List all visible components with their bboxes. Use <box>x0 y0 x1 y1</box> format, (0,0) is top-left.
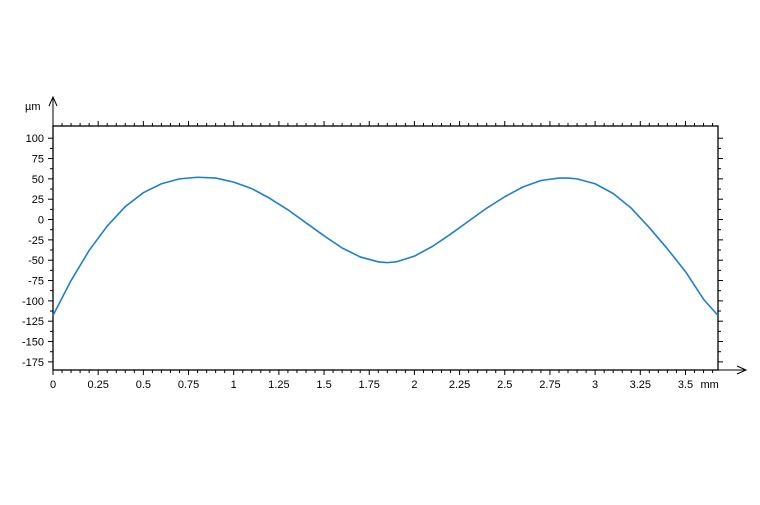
y-axis-arrow <box>48 95 58 107</box>
x-tick-label: 2.5 <box>497 379 512 391</box>
ticks-layer <box>48 121 723 375</box>
y-tick-label: -50 <box>28 255 44 267</box>
x-tick-label: 0.25 <box>87 379 108 391</box>
y-axis-unit-label: µm <box>25 101 41 113</box>
y-tick-label: 0 <box>38 215 44 227</box>
axes-layer <box>48 95 748 375</box>
x-tick-label: 2.75 <box>539 379 560 391</box>
x-tick-label: 3.25 <box>630 379 651 391</box>
x-tick-label: 3.5 <box>678 379 693 391</box>
x-tick-label: 0.5 <box>136 379 151 391</box>
x-tick-label: 1.75 <box>359 379 380 391</box>
y-tick-label: -100 <box>22 296 44 308</box>
y-tick-label: 100 <box>26 133 44 145</box>
y-tick-label: -150 <box>22 337 44 349</box>
x-tick-label: 2 <box>411 379 417 391</box>
series-line <box>52 176 719 317</box>
x-tick-label: 1 <box>231 379 237 391</box>
y-tick-label: -175 <box>22 357 44 369</box>
x-tick-label: 3 <box>592 379 598 391</box>
x-tick-label: 0.75 <box>178 379 199 391</box>
y-tick-label: 75 <box>32 154 44 166</box>
plot-frame <box>52 125 719 371</box>
x-axis-unit-label: mm <box>700 379 718 391</box>
x-tick-label: 1.5 <box>316 379 331 391</box>
y-tick-label: 50 <box>32 174 44 186</box>
y-tick-label: -25 <box>28 235 44 247</box>
y-tick-label: 25 <box>32 194 44 206</box>
x-tick-label: 1.25 <box>268 379 289 391</box>
x-tick-label: 2.25 <box>449 379 470 391</box>
x-tick-label: 0 <box>50 379 56 391</box>
x-axis-arrow <box>736 365 748 375</box>
tick-labels-layer: 100 75 50 25 0 -25 -50 -75 -100 -125 -150 -175 0 0.25… <box>22 133 719 391</box>
y-tick-label: -75 <box>28 276 44 288</box>
y-tick-label: -125 <box>22 316 44 328</box>
series-layer <box>52 176 719 317</box>
